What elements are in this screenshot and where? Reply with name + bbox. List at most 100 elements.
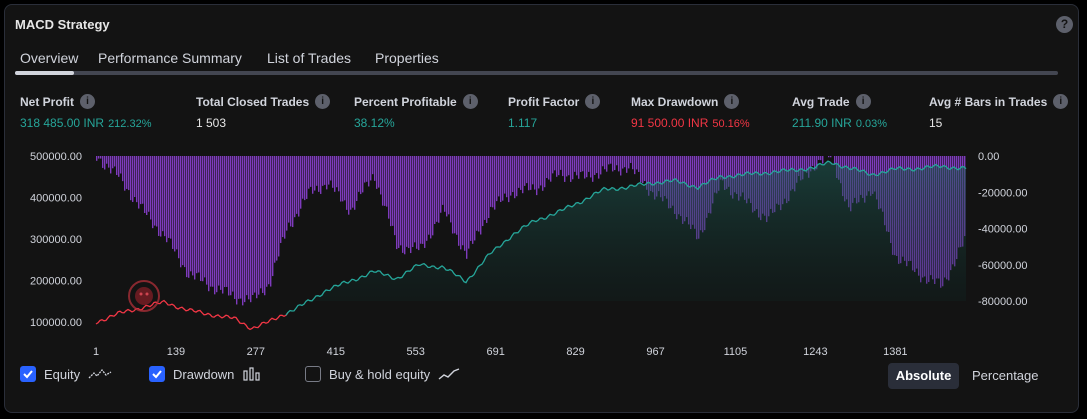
- drawdown-bar: [662, 156, 664, 202]
- drawdown-bar: [330, 156, 332, 181]
- drawdown-bar: [104, 156, 106, 170]
- drawdown-bar: [594, 156, 596, 175]
- drawdown-bar: [224, 156, 226, 288]
- drawdown-bar: [630, 156, 632, 163]
- metric-total-closed-trades: Total Closed Trades i 1 503: [196, 94, 331, 130]
- metric-value-text: 1 503: [196, 116, 227, 130]
- drawdown-bar: [256, 156, 258, 299]
- drawdown-bar: [366, 156, 368, 182]
- drawdown-bar: [388, 156, 390, 219]
- drawdown-bar: [390, 156, 392, 227]
- drawdown-bar: [638, 156, 640, 172]
- info-icon[interactable]: i: [462, 94, 478, 109]
- metric-value-text: 211.90 INR: [792, 116, 852, 130]
- drawdown-bar: [472, 156, 474, 244]
- drawdown-bar: [620, 156, 622, 176]
- y-axis-left: 500000.00 400000.00 300000.00 200000.00 1000…: [30, 151, 82, 329]
- legend-drawdown[interactable]: Drawdown: [149, 366, 264, 382]
- legend-equity[interactable]: Equity: [20, 366, 112, 382]
- drawdown-bar: [220, 156, 222, 290]
- drawdown-bar: [722, 156, 724, 181]
- drawdown-bar: [136, 156, 138, 203]
- drawdown-bar: [386, 156, 388, 207]
- drawdown-bar: [490, 156, 492, 207]
- drawdown-bar: [346, 156, 348, 210]
- info-icon[interactable]: i: [724, 94, 740, 109]
- drawdown-bar: [358, 156, 360, 192]
- info-icon[interactable]: i: [585, 94, 601, 109]
- drawdown-bar: [426, 156, 428, 241]
- drawdown-bars-icon: [243, 367, 261, 381]
- drawdown-bar: [406, 156, 408, 247]
- drawdown-bar: [348, 156, 350, 215]
- absolute-button[interactable]: Absolute: [888, 363, 959, 389]
- drawdown-bar: [140, 156, 142, 205]
- drawdown-bar: [554, 156, 556, 171]
- drawdown-bar: [552, 156, 554, 174]
- info-icon[interactable]: i: [855, 94, 871, 109]
- tab-overview[interactable]: Overview: [20, 50, 79, 66]
- drawdown-bar: [372, 156, 374, 175]
- drawdown-bar: [458, 156, 460, 246]
- metric-avg-bars-in-trades: Avg # Bars in Trades i 15: [929, 94, 1069, 130]
- equity-chart[interactable]: 500000.00 400000.00 300000.00 200000.00 1000…: [0, 0, 1087, 360]
- drawdown-bar: [416, 156, 418, 249]
- drawdown-bar: [270, 156, 272, 287]
- drawdown-bar: [380, 156, 382, 195]
- tab-performance-summary[interactable]: Performance Summary: [98, 50, 242, 66]
- drawdown-bar: [592, 156, 594, 182]
- drawdown-bar: [396, 156, 398, 250]
- checkbox-drawdown[interactable]: [149, 366, 165, 382]
- drawdown-bar: [482, 156, 484, 227]
- drawdown-bar: [502, 156, 504, 201]
- drawdown-bar: [590, 156, 592, 178]
- drawdown-bar: [218, 156, 220, 286]
- drawdown-bar: [420, 156, 422, 244]
- drawdown-bar: [496, 156, 498, 202]
- drawdown-bar: [804, 156, 806, 172]
- drawdown-bar: [264, 156, 266, 296]
- buyhold-line-icon: [438, 368, 460, 380]
- drawdown-bar: [442, 156, 444, 205]
- drawdown-bar: [146, 156, 148, 216]
- help-icon[interactable]: ?: [1056, 16, 1073, 33]
- strategy-title: MACD Strategy: [15, 17, 110, 32]
- drawdown-bar: [126, 156, 128, 189]
- drawdown-bar: [796, 156, 798, 183]
- drawdown-bar: [172, 156, 174, 249]
- tab-properties[interactable]: Properties: [375, 50, 439, 66]
- drawdown-bar: [562, 156, 564, 177]
- drawdown-bar: [468, 156, 470, 249]
- percentage-button[interactable]: Percentage: [972, 368, 1039, 383]
- drawdown-bar: [288, 156, 290, 223]
- drawdown-bar: [436, 156, 438, 222]
- drawdown-bar: [342, 156, 344, 202]
- drawdown-bar: [166, 156, 168, 243]
- drawdown-bar: [726, 156, 728, 189]
- drawdown-bar: [360, 156, 362, 195]
- drawdown-bar: [300, 156, 302, 209]
- metric-label-text: Profit Factor: [508, 94, 580, 109]
- drawdown-bar: [254, 156, 256, 293]
- info-icon[interactable]: i: [1053, 94, 1069, 109]
- drawdown-bar: [504, 156, 506, 194]
- tab-list-of-trades[interactable]: List of Trades: [267, 50, 352, 66]
- drawdown-bar: [142, 156, 144, 204]
- drawdown-bar: [718, 156, 720, 191]
- drawdown-bar: [134, 156, 136, 198]
- checkmark-icon: [152, 370, 162, 379]
- drawdown-bar: [198, 156, 200, 273]
- drawdown-bar: [242, 156, 244, 306]
- drawdown-bar: [302, 156, 304, 199]
- checkbox-equity[interactable]: [20, 366, 36, 382]
- legend-equity-label: Equity: [44, 366, 81, 382]
- drawdown-bar: [612, 156, 614, 172]
- legend-buy-hold[interactable]: Buy & hold equity: [305, 366, 460, 382]
- checkbox-buy-hold[interactable]: [305, 366, 321, 382]
- metric-label: Avg # Bars in Trades i: [929, 94, 1069, 109]
- drawdown-bar: [628, 156, 630, 169]
- drawdown-bar: [626, 156, 628, 173]
- drawdown-bar: [100, 156, 102, 159]
- info-icon[interactable]: i: [315, 94, 331, 109]
- info-icon[interactable]: i: [80, 94, 95, 109]
